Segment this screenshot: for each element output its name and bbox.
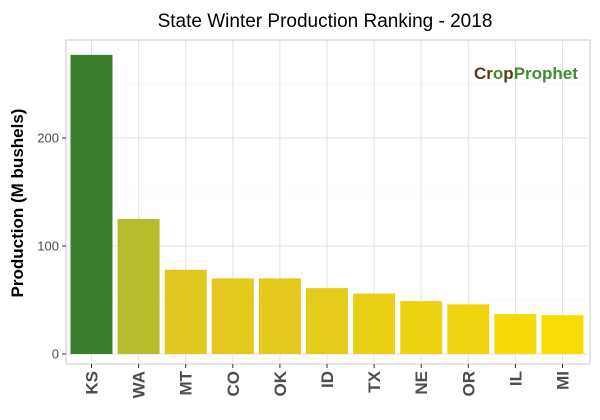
logo-text-part-1: Cr: [474, 64, 493, 83]
bar-co: [211, 278, 254, 354]
bar-or: [447, 304, 490, 354]
bar-tx: [353, 293, 396, 354]
bar-ks: [70, 54, 113, 355]
bar-mt: [164, 269, 207, 354]
x-tick-label-tx: TX: [365, 370, 384, 392]
y-axis-ticks: 0 100 200: [37, 131, 66, 362]
y-tick-label: 100: [37, 239, 59, 254]
bar-il: [494, 314, 537, 354]
x-tick-label-il: IL: [506, 371, 525, 386]
y-axis-label: Production (M bushels): [8, 109, 27, 298]
bar-id: [306, 288, 348, 354]
x-tick-label-mi: MI: [554, 371, 573, 390]
logo-leaf-o: o: [493, 64, 503, 83]
x-tick-label-ks: KS: [83, 371, 102, 395]
x-tick-label-wa: WA: [130, 371, 149, 398]
chart-title: State Winter Production Ranking - 2018: [158, 11, 493, 32]
x-tick-label-or: OR: [459, 371, 478, 397]
x-axis-ticks: KS WA MT CO OK ID TX NE OR IL MI: [83, 364, 573, 398]
logo-text-part-3: Prophet: [514, 64, 579, 83]
cropprophet-logo: CropProphet: [474, 64, 578, 83]
logo-text-part-2: p: [503, 64, 513, 83]
bar-wa: [117, 219, 160, 354]
x-tick-label-ne: NE: [412, 371, 431, 395]
x-tick-label-mt: MT: [177, 370, 196, 395]
bar-mi: [541, 315, 584, 354]
y-tick-label: 0: [52, 347, 59, 362]
bar-ne: [400, 301, 443, 354]
bars: [70, 54, 584, 355]
x-tick-label-co: CO: [224, 371, 243, 397]
y-tick-label: 200: [37, 131, 59, 146]
bar-ok: [258, 278, 301, 354]
x-tick-label-ok: OK: [271, 370, 290, 396]
x-tick-label-id: ID: [318, 371, 337, 388]
